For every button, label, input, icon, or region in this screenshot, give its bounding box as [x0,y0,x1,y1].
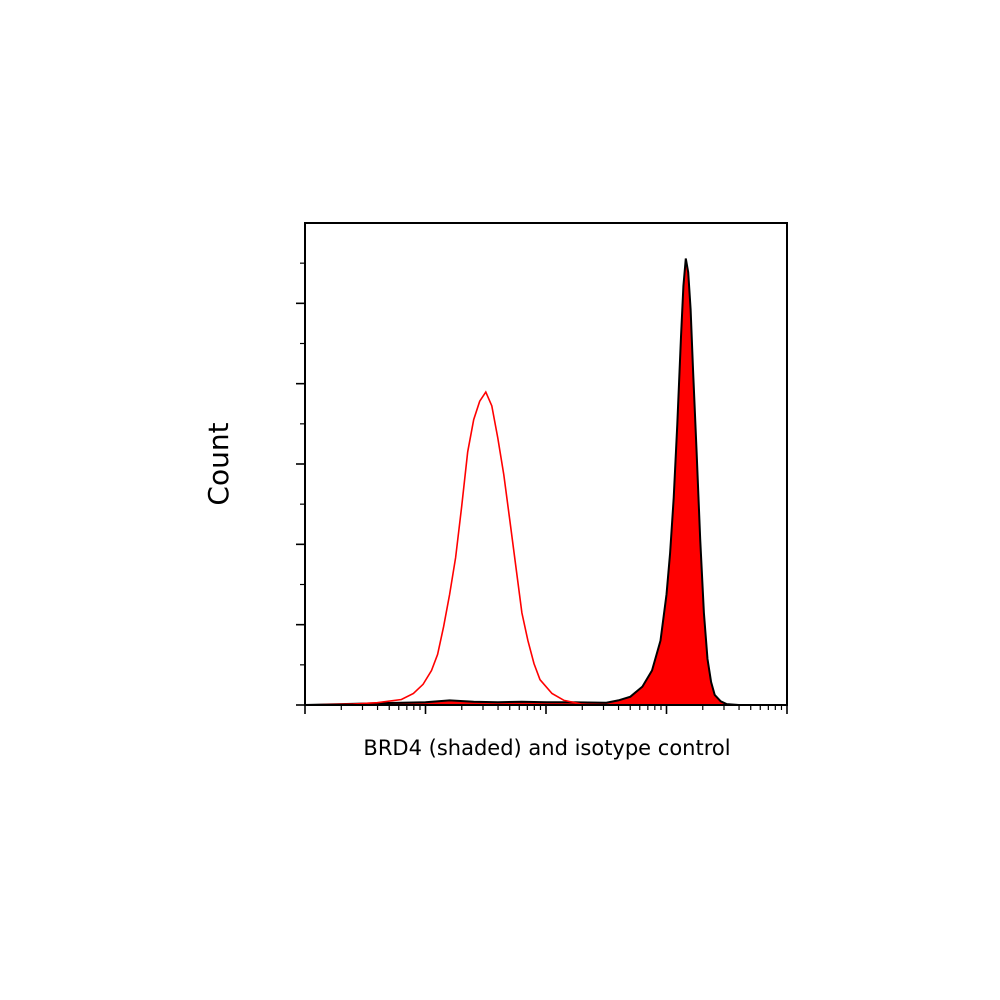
series-layer [304,258,787,706]
y-axis-label: Count [202,422,235,505]
x-axis-ticks [304,705,788,714]
series-0-fill [305,258,787,705]
series-1-line [304,390,787,706]
y-axis-ticks [296,262,305,706]
series-0-outline [304,258,787,706]
x-axis-label: BRD4 (shaded) and isotype control [363,736,730,760]
